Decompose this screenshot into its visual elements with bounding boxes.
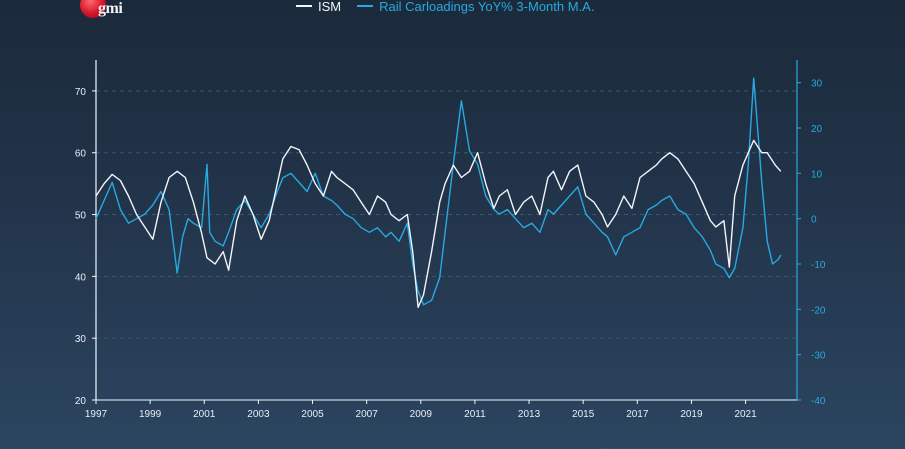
left-tick-label: 50 — [75, 211, 87, 222]
ism-line — [95, 139, 782, 308]
gmi-logo: gmi — [80, 0, 130, 22]
right-tick-label: -20 — [811, 305, 826, 316]
x-tick-label: 2017 — [626, 409, 649, 420]
x-tick-label: 2011 — [464, 409, 486, 420]
legend-swatch-ism — [296, 5, 312, 7]
grid-layer — [96, 90, 797, 339]
legend-label-ism: ISM — [318, 0, 342, 14]
x-tick-label: 2005 — [301, 409, 324, 420]
left-tick-label: 20 — [75, 396, 87, 407]
x-tick-label: 2007 — [356, 409, 379, 420]
x-tick-label: 1999 — [139, 409, 162, 420]
x-tick-label: 2009 — [410, 409, 433, 420]
x-tick-label: 2015 — [572, 409, 595, 420]
x-tick-label: 2019 — [680, 409, 703, 420]
logo-ball-icon — [80, 0, 106, 18]
legend-item-rail: Rail Carloadings YoY% 3-Month M.A. — [357, 0, 594, 14]
chart-legend: ISM Rail Carloadings YoY% 3-Month M.A. — [296, 0, 610, 15]
right-tick-label: -10 — [811, 260, 826, 271]
x-tick-label: 2013 — [518, 409, 541, 420]
right-tick-label: -30 — [811, 351, 826, 362]
left-tick-label: 40 — [75, 272, 87, 283]
legend-item-ism: ISM — [296, 0, 341, 14]
left-tick-label: 30 — [75, 334, 87, 345]
left-tick-label: 60 — [75, 149, 87, 160]
footer-divider — [600, 440, 800, 449]
right-tick-label: 10 — [811, 169, 823, 180]
x-tick-label: 2001 — [193, 409, 216, 420]
right-tick-label: -40 — [811, 396, 826, 407]
series-layer — [95, 77, 782, 308]
x-tick-label: 1997 — [85, 409, 108, 420]
right-tick-label: 30 — [811, 79, 823, 90]
axes-layer: 20 30 40 50 60 70 -40 -30 -20 -10 0 10 20 30 1997 1999 2… — [75, 60, 826, 420]
x-tick-label: 2021 — [734, 409, 757, 420]
legend-label-rail: Rail Carloadings YoY% 3-Month M.A. — [379, 0, 595, 14]
logo-text: gmi — [98, 0, 123, 17]
legend-swatch-rail — [357, 5, 374, 7]
rail-carloadings-line — [95, 77, 782, 306]
left-tick-label: 70 — [75, 87, 87, 98]
right-tick-label: 20 — [811, 124, 823, 135]
right-tick-label: 0 — [811, 215, 817, 226]
x-tick-label: 2003 — [247, 409, 270, 420]
